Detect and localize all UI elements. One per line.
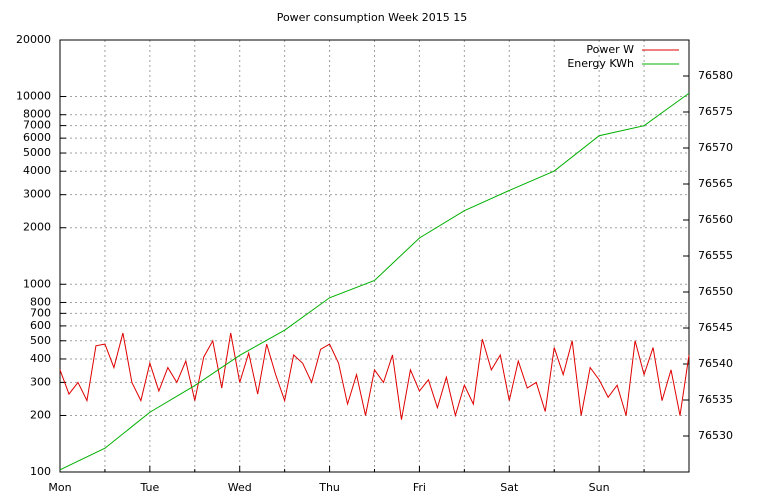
y2-tick-label: 76535 bbox=[698, 393, 733, 406]
y-tick-label: 2000 bbox=[23, 221, 51, 234]
x-tick-label: Tue bbox=[139, 481, 159, 494]
y-tick-label: 1000 bbox=[23, 277, 51, 290]
y-tick-label: 200 bbox=[30, 408, 51, 421]
y-tick-label: 6000 bbox=[23, 131, 51, 144]
y-tick-label: 400 bbox=[30, 352, 51, 365]
y2-tick-label: 76580 bbox=[698, 69, 733, 82]
y2-tick-label: 76550 bbox=[698, 285, 733, 298]
plot-frame bbox=[59, 39, 690, 473]
y-tick-label: 500 bbox=[30, 334, 51, 347]
chart-title: Power consumption Week 2015 15 bbox=[277, 11, 468, 24]
y-tick-label: 20000 bbox=[16, 33, 51, 46]
y-tick-label: 800 bbox=[30, 295, 51, 308]
x-tick-label: Thu bbox=[318, 481, 340, 494]
y2-tick-label: 76545 bbox=[698, 321, 733, 334]
y2-tick-label: 76530 bbox=[698, 429, 733, 442]
y-tick-label: 10000 bbox=[16, 90, 51, 103]
x-tick-label: Wed bbox=[228, 481, 252, 494]
y2-tick-label: 76560 bbox=[698, 213, 733, 226]
y2-tick-label: 76575 bbox=[698, 105, 733, 118]
y-tick-label: 300 bbox=[30, 375, 51, 388]
y2-tick-label: 76555 bbox=[698, 249, 733, 262]
legend-label: Power W bbox=[586, 43, 634, 56]
y-tick-label: 5000 bbox=[23, 146, 51, 159]
x-tick-label: Fri bbox=[413, 481, 426, 494]
x-tick-label: Sun bbox=[589, 481, 610, 494]
y-tick-label: 700 bbox=[30, 306, 51, 319]
y-tick-label: 4000 bbox=[23, 164, 51, 177]
y-tick-label: 8000 bbox=[23, 108, 51, 121]
x-tick-label: Mon bbox=[48, 481, 71, 494]
series-line bbox=[59, 92, 690, 471]
x-tick-label: Sat bbox=[500, 481, 519, 494]
y-tick-label: 3000 bbox=[23, 188, 51, 201]
y2-tick-label: 76565 bbox=[698, 177, 733, 190]
y-tick-label: 600 bbox=[30, 319, 51, 332]
y-tick-label: 7000 bbox=[23, 119, 51, 132]
y2-tick-label: 76540 bbox=[698, 357, 733, 370]
legend-label: Energy KWh bbox=[567, 57, 634, 70]
series-line bbox=[59, 332, 690, 420]
y2-tick-label: 76570 bbox=[698, 141, 733, 154]
y-tick-label: 100 bbox=[30, 465, 51, 478]
